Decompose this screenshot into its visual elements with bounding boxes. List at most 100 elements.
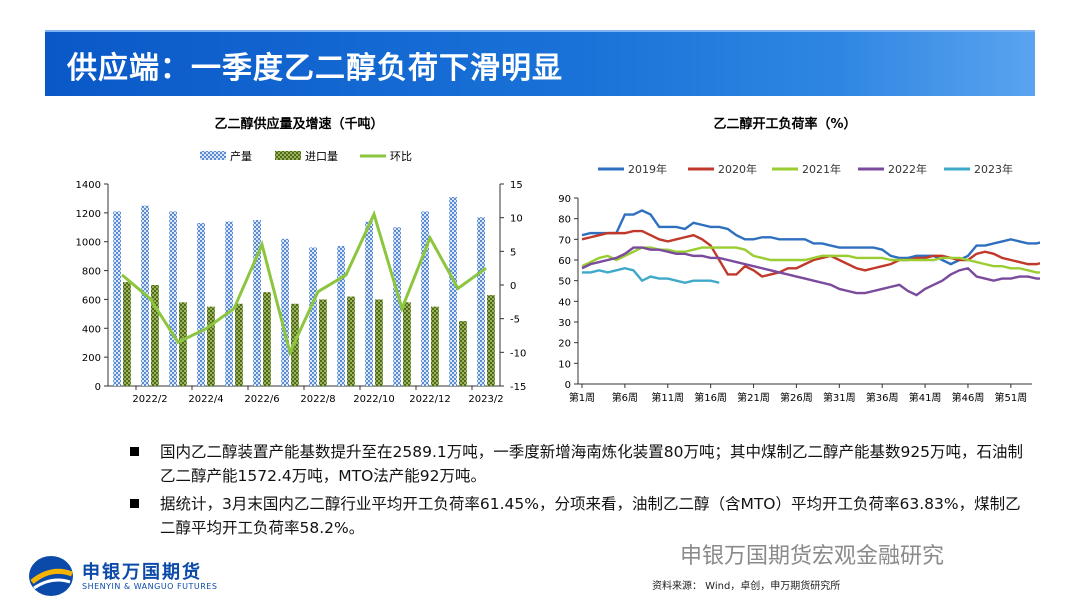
bar-production <box>169 211 177 386</box>
line-mom-change <box>121 210 487 357</box>
x-tick-label: 2022/4 <box>188 394 223 405</box>
left-tick-label: 400 <box>82 324 101 335</box>
y-tick-label: 30 <box>558 318 571 329</box>
x-tick-label: 第36周 <box>866 391 899 404</box>
bar-production <box>113 211 121 386</box>
right-tick-label: -5 <box>510 315 520 326</box>
legend-label: 环比 <box>390 150 412 163</box>
right-tick-label: 0 <box>510 281 516 292</box>
legend-label: 2022年 <box>888 162 927 176</box>
y-tick-label: 90 <box>558 194 571 205</box>
left-tick-label: 1200 <box>76 209 101 220</box>
chart-title: 乙二醇开工负荷率（%） <box>713 116 856 132</box>
bar-production <box>309 247 317 386</box>
x-tick-label: 2022/6 <box>244 394 279 405</box>
x-tick-label: 第11周 <box>651 391 684 404</box>
x-tick-label: 2023/2 <box>468 394 503 405</box>
legend-label: 2021年 <box>802 162 841 176</box>
right-tick-label: 5 <box>510 247 516 258</box>
x-tick-label: 2022/2 <box>132 394 167 405</box>
company-logo: 申银万国期货 SHENYIN & WANGUO FUTURES <box>26 552 236 600</box>
y-tick-label: 50 <box>558 277 571 288</box>
right-tick-label: -15 <box>510 382 526 393</box>
x-tick-label: 第1周 <box>569 391 595 404</box>
bullet-item: 据统计，3月末国内乙二醇行业平均开工负荷率61.45%，分项来看，油制乙二醇（含… <box>130 492 1030 540</box>
bullet-item: 国内乙二醇装置产能基数提升至在2589.1万吨，一季度新增海南炼化装置80万吨；… <box>130 440 1030 488</box>
bar-import <box>459 321 467 386</box>
operating-rate-chart: 乙二醇开工负荷率（%） 2019年 2020年 2021年 2022年 2023年 0 10 2… <box>558 116 1040 404</box>
legend-label: 产量 <box>230 149 252 163</box>
x-tick-label: 第51周 <box>994 391 1027 404</box>
series-line <box>581 209 1040 266</box>
title-banner: 供应端：一季度乙二醇负荷下滑明显 <box>45 30 1035 96</box>
x-tick-label: 2022/10 <box>353 394 395 405</box>
bar-production <box>225 221 233 386</box>
x-tick-label: 第6周 <box>612 391 638 404</box>
x-tick-label: 第46周 <box>952 391 985 404</box>
bar-import <box>207 306 215 386</box>
legend-label: 2023年 <box>974 162 1013 176</box>
series-line <box>581 246 1040 297</box>
right-tick-label: -10 <box>510 348 526 359</box>
y-tick-label: 40 <box>558 297 571 308</box>
left-tick-label: 1000 <box>76 238 101 249</box>
x-tick-label: 第31周 <box>823 391 856 404</box>
bar-import <box>347 296 355 386</box>
bar-production <box>337 246 345 386</box>
y-tick-label: 20 <box>558 339 571 350</box>
bar-import <box>375 299 383 386</box>
bar-production <box>281 238 289 386</box>
y-tick-label: 0 <box>565 380 571 391</box>
bar-production <box>449 196 457 386</box>
series-line <box>581 229 1040 278</box>
left-tick-label: 1400 <box>76 180 101 191</box>
legend-label: 2019年 <box>628 162 667 176</box>
bullet-list: 国内乙二醇装置产能基数提升至在2589.1万吨，一季度新增海南炼化装置80万吨；… <box>130 440 1030 544</box>
bar-production <box>365 221 373 386</box>
left-tick-label: 0 <box>95 382 101 393</box>
y-tick-label: 10 <box>558 359 571 370</box>
bullet-square-icon <box>130 447 139 456</box>
left-tick-label: 200 <box>82 353 101 364</box>
bar-production <box>197 222 205 386</box>
bar-import <box>263 292 271 386</box>
bar-import <box>179 302 187 386</box>
left-tick-label: 800 <box>82 267 101 278</box>
x-tick-label: 第16周 <box>694 391 727 404</box>
x-tick-label: 2022/12 <box>409 394 451 405</box>
bar-import <box>123 282 131 386</box>
bar-production <box>477 217 485 386</box>
legend-swatch <box>275 151 301 160</box>
x-tick-label: 第41周 <box>909 391 942 404</box>
right-tick-label: 10 <box>510 214 523 225</box>
logo-text-cn: 申银万国期货 <box>82 562 202 583</box>
bullet-text: 据统计，3月末国内乙二醇行业平均开工负荷率61.45%，分项来看，油制乙二醇（含… <box>160 495 1021 537</box>
supply-chart: 乙二醇供应量及增速（千吨） 产量 进口量 环比 0 200 400 600 800 1000 120… <box>76 116 527 405</box>
bullet-text: 国内乙二醇装置产能基数提升至在2589.1万吨，一季度新增海南炼化装置80万吨；… <box>160 443 1024 485</box>
bullet-square-icon <box>130 499 139 508</box>
bar-import <box>151 285 159 386</box>
bar-production <box>421 211 429 386</box>
series-line <box>582 267 720 284</box>
bar-import <box>431 306 439 386</box>
y-tick-label: 80 <box>558 215 571 226</box>
bar-production <box>393 227 401 386</box>
bar-import <box>235 303 243 386</box>
watermark: 申银万国期货宏观金融研究 <box>680 544 945 569</box>
right-tick-label: 15 <box>510 180 523 191</box>
x-tick-label: 第21周 <box>737 391 770 404</box>
left-tick-label: 600 <box>82 295 101 306</box>
y-tick-label: 60 <box>558 256 571 267</box>
bar-import <box>319 299 327 386</box>
y-tick-label: 70 <box>558 235 571 246</box>
x-tick-label: 2022/8 <box>300 394 335 405</box>
legend-swatch <box>200 151 226 160</box>
source-note: 资料来源： Wind，卓创，申万期货研究所 <box>652 581 841 592</box>
page-title: 供应端：一季度乙二醇负荷下滑明显 <box>67 51 563 86</box>
chart-title: 乙二醇供应量及增速（千吨） <box>214 116 383 132</box>
globe-logo-icon <box>29 556 73 596</box>
legend-label: 进口量 <box>305 150 338 163</box>
legend-label: 2020年 <box>718 162 757 176</box>
bar-import <box>487 295 495 386</box>
bar-production <box>253 220 261 386</box>
